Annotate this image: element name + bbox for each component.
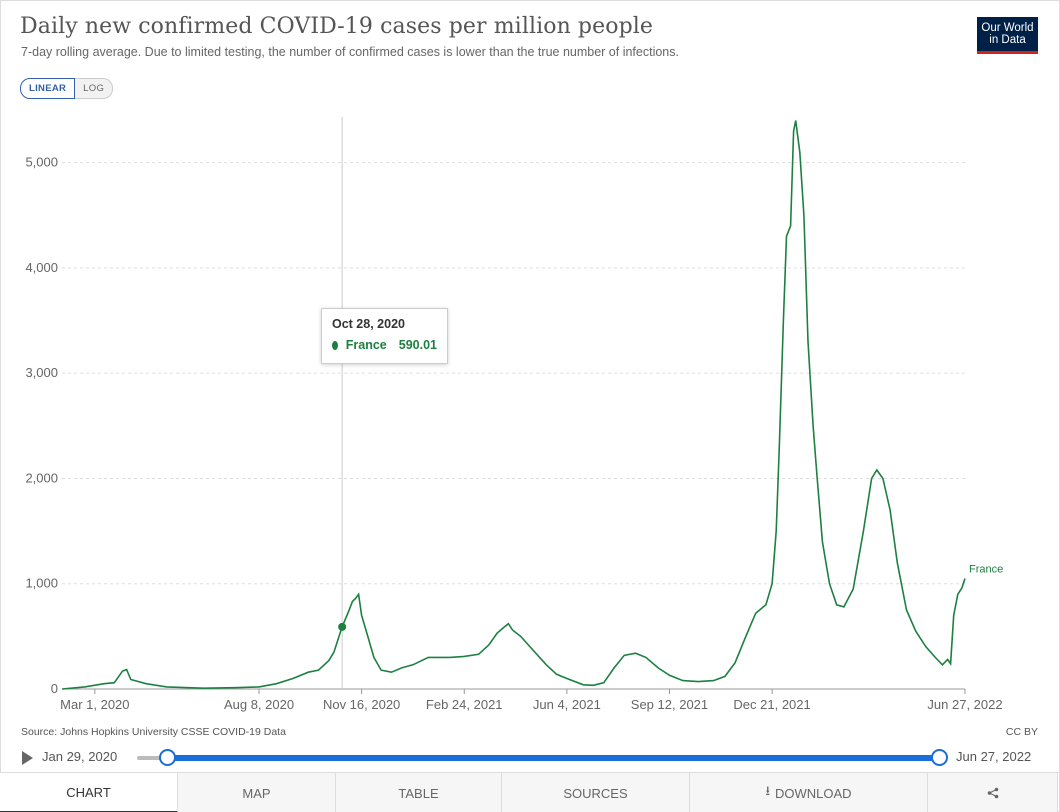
x-tick-label: Jun 27, 2022 — [927, 697, 1002, 712]
y-tick-label: 0 — [51, 681, 58, 696]
y-tick-label: 3,000 — [25, 365, 58, 380]
x-tick-label: Feb 24, 2021 — [426, 697, 503, 712]
tab-table[interactable]: TABLE — [336, 773, 502, 812]
share-icon — [987, 787, 998, 799]
tooltip-dot-icon — [332, 340, 338, 350]
timeline-start-label: Jan 29, 2020 — [42, 749, 118, 764]
gridlines — [62, 162, 965, 585]
license-link[interactable]: CC BY — [1005, 726, 1038, 738]
tooltip-date: Oct 28, 2020 — [332, 317, 405, 331]
tooltip-row: France 590.01 — [332, 338, 437, 352]
y-axis-ticks: 0 1,000 2,000 3,000 4,000 5,000 — [25, 155, 58, 696]
timeline-track-active[interactable] — [167, 755, 940, 761]
x-tick-label: Sep 12, 2021 — [631, 697, 708, 712]
tab-map[interactable]: MAP — [178, 773, 336, 812]
y-tick-label: 2,000 — [25, 470, 58, 485]
tab-download-label: DOWNLOAD — [775, 785, 852, 801]
download-icon: ⭳ — [765, 783, 770, 798]
y-tick-label: 4,000 — [25, 260, 58, 275]
source-note[interactable]: Source: Johns Hopkins University CSSE CO… — [21, 726, 286, 738]
timeline-end-label: Jun 27, 2022 — [956, 749, 1032, 764]
tooltip-value: 590.01 — [398, 338, 437, 352]
log-scale-button[interactable]: LOG — [75, 78, 114, 99]
series-label-france: France — [969, 563, 1003, 575]
y-tick-label: 1,000 — [25, 576, 58, 591]
x-tick-label: Mar 1, 2020 — [60, 697, 129, 712]
x-tick-label: Jun 4, 2021 — [533, 697, 601, 712]
hover-marker — [338, 622, 347, 631]
line-chart[interactable]: 0 1,000 2,000 3,000 4,000 5,000 Mar 1, 2020 Au… — [0, 100, 1060, 720]
tooltip-series: France — [345, 338, 387, 352]
timeline-end-handle[interactable] — [931, 749, 948, 766]
logo-line-1: Our World — [981, 22, 1034, 34]
scale-toggle: LINEAR LOG — [20, 78, 114, 99]
tab-download[interactable]: ⭳ DOWNLOAD — [690, 773, 928, 812]
owid-logo[interactable]: Our World in Data — [977, 17, 1038, 54]
play-icon[interactable] — [22, 751, 33, 765]
linear-scale-button[interactable]: LINEAR — [20, 78, 76, 99]
tooltip: Oct 28, 2020 France 590.01 — [321, 308, 448, 364]
x-tick-label: Dec 21, 2021 — [733, 697, 810, 712]
series-line-france[interactable] — [61, 120, 966, 690]
chart-title: Daily new confirmed COVID-19 cases per m… — [20, 14, 654, 39]
y-tick-label: 5,000 — [25, 155, 58, 170]
tab-chart[interactable]: CHART — [0, 773, 178, 812]
x-axis-ticks: Mar 1, 2020 Aug 8, 2020 Nov 16, 2020 Feb 24… — [60, 688, 1003, 712]
tab-bar: CHART MAP TABLE SOURCES ⭳ DOWNLOAD — [0, 772, 1060, 812]
tab-share[interactable] — [928, 773, 1058, 812]
chart-subtitle: 7-day rolling average. Due to limited te… — [21, 45, 679, 59]
x-tick-label: Aug 8, 2020 — [224, 697, 294, 712]
tab-sources[interactable]: SOURCES — [502, 773, 690, 812]
timeline-track-inactive[interactable] — [137, 756, 167, 760]
logo-line-2: in Data — [989, 34, 1026, 46]
timeline: Jan 29, 2020 Jun 27, 2022 — [20, 746, 1040, 770]
timeline-start-handle[interactable] — [159, 749, 176, 766]
x-tick-label: Nov 16, 2020 — [323, 697, 400, 712]
